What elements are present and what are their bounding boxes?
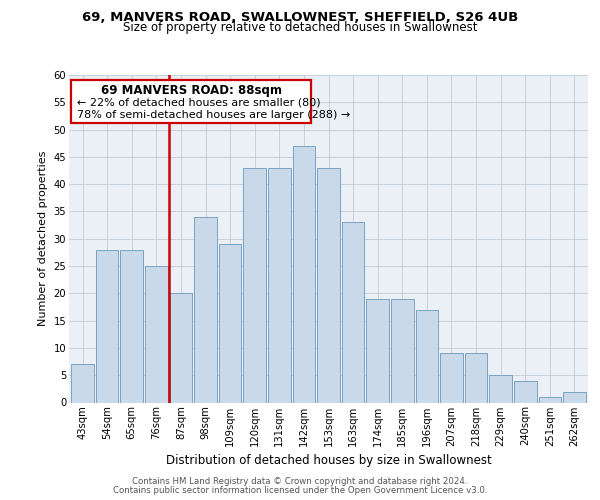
Text: 78% of semi-detached houses are larger (288) →: 78% of semi-detached houses are larger (… (77, 110, 350, 120)
Y-axis label: Number of detached properties: Number of detached properties (38, 151, 48, 326)
Bar (490, 375, 512, 402)
Bar (244, 168, 266, 402)
Bar (71, 364, 94, 403)
X-axis label: Distribution of detached houses by size in Swallownest: Distribution of detached houses by size … (166, 454, 491, 467)
Bar (96, 250, 118, 402)
Bar (317, 168, 340, 402)
Bar (219, 244, 241, 402)
Bar (367, 299, 389, 403)
Text: Size of property relative to detached houses in Swallownest: Size of property relative to detached ho… (123, 22, 477, 35)
Bar (391, 299, 413, 403)
Text: Contains public sector information licensed under the Open Government Licence v3: Contains public sector information licen… (113, 486, 487, 495)
Bar (416, 310, 438, 402)
Bar (194, 217, 217, 402)
Bar (539, 397, 561, 402)
Bar (145, 266, 167, 402)
Bar (170, 294, 192, 403)
FancyBboxPatch shape (71, 80, 311, 123)
Bar (342, 222, 364, 402)
Bar (121, 250, 143, 402)
Text: Contains HM Land Registry data © Crown copyright and database right 2024.: Contains HM Land Registry data © Crown c… (132, 477, 468, 486)
Bar (514, 380, 536, 402)
Bar (465, 354, 487, 403)
Text: ← 22% of detached houses are smaller (80): ← 22% of detached houses are smaller (80… (77, 98, 320, 108)
Bar (268, 168, 290, 402)
Text: 69, MANVERS ROAD, SWALLOWNEST, SHEFFIELD, S26 4UB: 69, MANVERS ROAD, SWALLOWNEST, SHEFFIELD… (82, 11, 518, 24)
Bar (440, 354, 463, 403)
Bar (563, 392, 586, 402)
Text: 69 MANVERS ROAD: 88sqm: 69 MANVERS ROAD: 88sqm (101, 84, 281, 98)
Bar (293, 146, 315, 403)
